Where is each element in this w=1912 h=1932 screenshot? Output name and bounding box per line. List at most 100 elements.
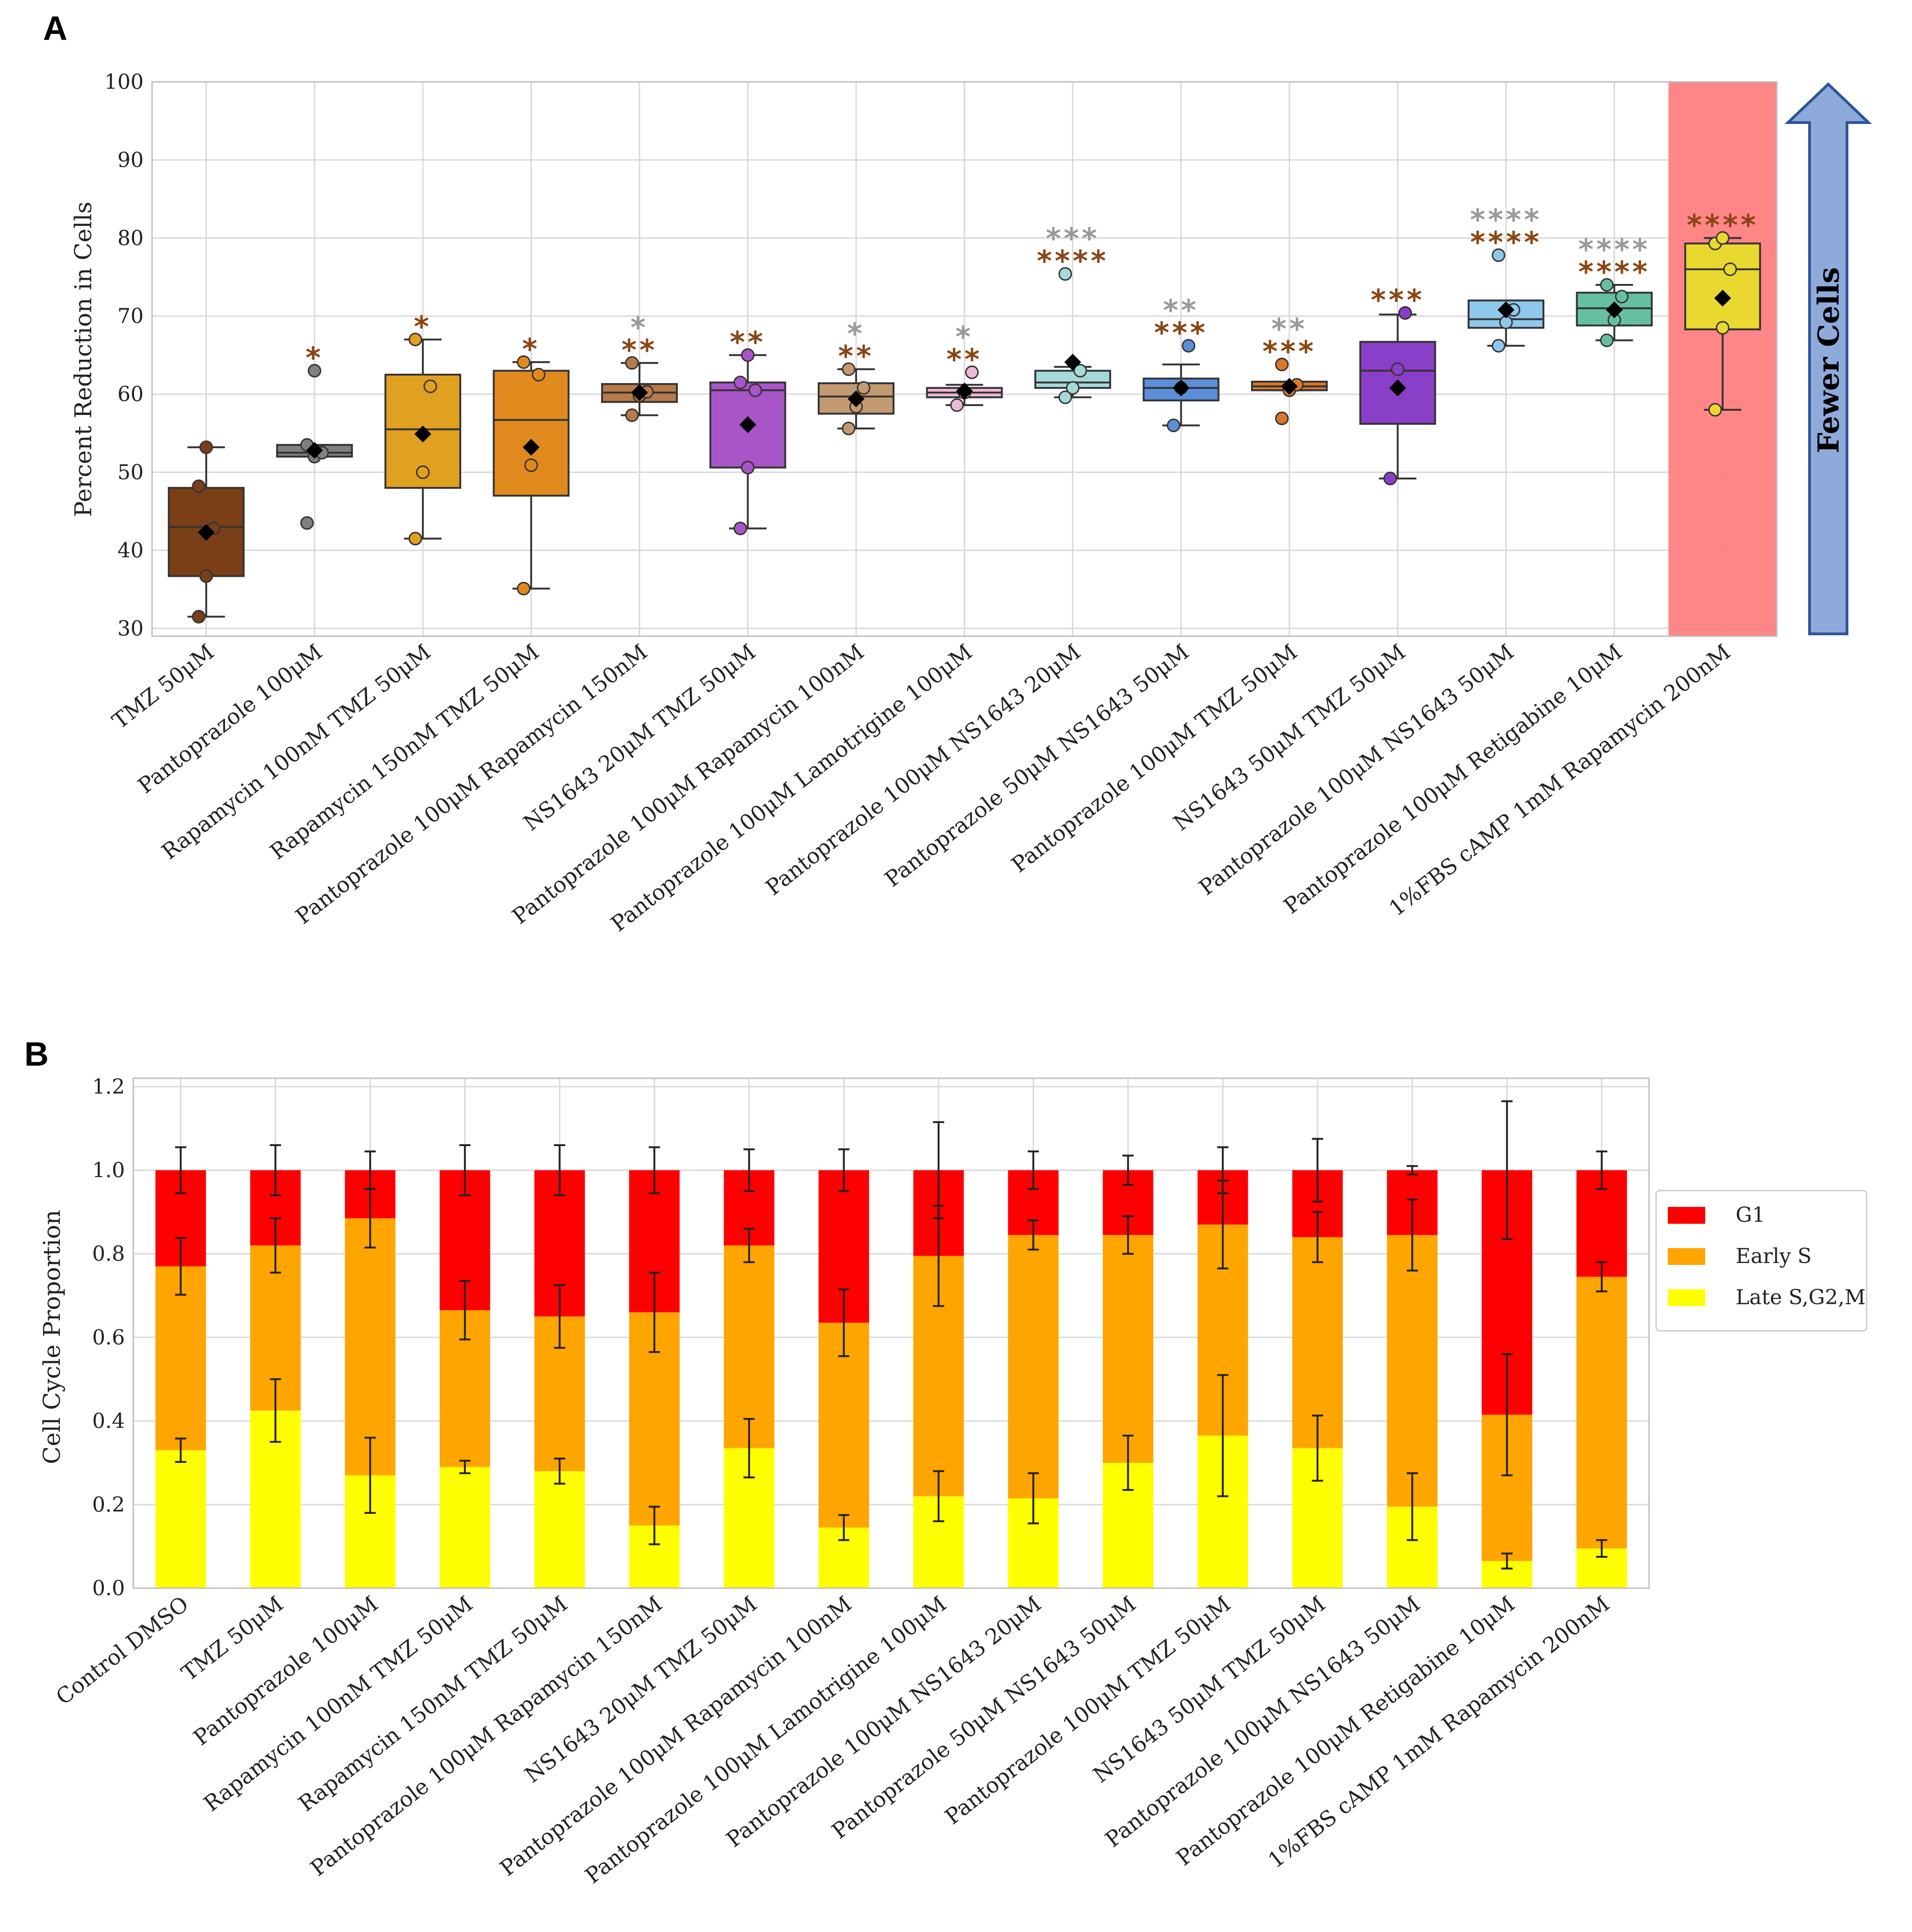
err-g1-0 bbox=[175, 1146, 187, 1194]
err-g1-13 bbox=[1406, 1165, 1418, 1176]
a-ytick-40: 40 bbox=[117, 538, 144, 562]
a-ytick-70: 70 bbox=[117, 305, 144, 328]
sig-brown-8: **** bbox=[1037, 244, 1109, 278]
box-group-12 bbox=[1468, 248, 1545, 353]
b-ytick-1.0: 1.0 bbox=[92, 1159, 125, 1183]
panel-b-letter: B bbox=[24, 1036, 49, 1073]
sig-brown-9: *** bbox=[1154, 316, 1208, 350]
sig-gray-4: * bbox=[631, 311, 648, 345]
data-point bbox=[531, 368, 545, 382]
err-late-s-3 bbox=[459, 1460, 471, 1474]
box bbox=[1684, 242, 1761, 331]
sig-gray-9: ** bbox=[1163, 293, 1199, 327]
sig-gray-8: *** bbox=[1046, 222, 1099, 256]
bar-early-s-6 bbox=[724, 1245, 775, 1448]
box-group-3 bbox=[493, 355, 570, 596]
box-group-7 bbox=[926, 365, 1003, 412]
err-late-s-1 bbox=[269, 1378, 281, 1443]
data-point bbox=[423, 379, 437, 393]
sig-gray-7: * bbox=[955, 320, 973, 354]
mean-marker bbox=[956, 382, 973, 399]
mean-marker bbox=[1064, 354, 1082, 371]
box-group-0 bbox=[167, 440, 245, 624]
data-point bbox=[1058, 267, 1072, 281]
err-early-s-10 bbox=[1122, 1215, 1134, 1255]
mean-marker bbox=[1606, 301, 1623, 319]
legend-swatch-early-s bbox=[1668, 1248, 1705, 1265]
bar-late-s-0 bbox=[155, 1450, 206, 1588]
sig-brown-4: ** bbox=[621, 333, 657, 367]
mean-marker bbox=[739, 416, 756, 433]
b-xlabel-5: Pantoprazole 100μM Rapamycin 150nM bbox=[305, 1591, 667, 1881]
sig-brown-7: ** bbox=[946, 342, 982, 377]
panel-a-boxes bbox=[167, 231, 1761, 624]
a-ytick-60: 60 bbox=[117, 383, 144, 407]
mean-marker bbox=[631, 384, 648, 401]
panel-b-frame bbox=[132, 1077, 1650, 1589]
err-early-s-6 bbox=[743, 1227, 755, 1264]
err-g1-14 bbox=[1501, 1100, 1513, 1240]
box-group-2 bbox=[384, 333, 461, 545]
b-xlabel-2: Pantoprazole 100μM bbox=[189, 1591, 383, 1750]
box-group-11 bbox=[1359, 306, 1436, 486]
err-g1-10 bbox=[1122, 1155, 1134, 1186]
mean-marker bbox=[1281, 378, 1298, 395]
legend-label-g1: G1 bbox=[1736, 1203, 1765, 1227]
sig-gray-13: **** bbox=[1578, 232, 1650, 267]
panel-b-legend: G1 Early S Late S,G2,M bbox=[1655, 1190, 1868, 1332]
data-point bbox=[1600, 333, 1614, 347]
data-point bbox=[408, 333, 422, 347]
err-late-s-5 bbox=[648, 1505, 660, 1546]
b-ytick-1.2: 1.2 bbox=[92, 1075, 125, 1099]
mean-marker bbox=[197, 524, 215, 541]
data-point bbox=[199, 569, 213, 583]
data-point bbox=[950, 398, 964, 412]
panel-a-significance: *** *** ** ********************************… bbox=[305, 203, 1756, 377]
sig-brown-2: * bbox=[414, 310, 432, 344]
err-early-s-5 bbox=[648, 1271, 660, 1353]
data-point bbox=[1708, 403, 1722, 417]
panel-b-y-axis-label: Cell Cycle Proportion bbox=[38, 1210, 65, 1464]
sig-brown-3: * bbox=[522, 332, 540, 366]
data-point bbox=[199, 440, 213, 454]
err-early-s-0 bbox=[175, 1237, 187, 1296]
a-ytick-50: 50 bbox=[117, 461, 144, 485]
data-point bbox=[1615, 290, 1629, 304]
err-g1-11 bbox=[1217, 1146, 1229, 1194]
err-g1-4 bbox=[554, 1144, 566, 1197]
bar-early-s-0 bbox=[155, 1266, 206, 1451]
bar-early-s-12 bbox=[1292, 1237, 1343, 1448]
mean-marker bbox=[523, 439, 540, 456]
data-point bbox=[1491, 339, 1505, 353]
bar-late-s-4 bbox=[534, 1471, 585, 1588]
data-point bbox=[1600, 278, 1614, 292]
sig-brown-1: * bbox=[305, 341, 323, 375]
err-g1-5 bbox=[648, 1146, 660, 1194]
err-early-s-14 bbox=[1501, 1353, 1513, 1476]
a-xlabel-0: TMZ 50μM bbox=[107, 639, 218, 734]
err-g1-7 bbox=[838, 1148, 850, 1192]
err-late-s-10 bbox=[1122, 1434, 1134, 1491]
legend-frame bbox=[1655, 1190, 1868, 1332]
bar-early-s-15 bbox=[1576, 1277, 1627, 1549]
data-point bbox=[300, 516, 314, 530]
box-group-10 bbox=[1251, 357, 1328, 425]
panel-b-y-ticks: 0.0 0.2 0.4 0.6 0.8 1.0 1.2 bbox=[92, 1075, 125, 1600]
err-late-s-2 bbox=[364, 1437, 376, 1514]
box-group-9 bbox=[1142, 339, 1220, 432]
legend-label-late-s: Late S,G2,M bbox=[1736, 1286, 1866, 1309]
b-xlabel-7: Pantoprazole 100μM Rapamycin 100nM bbox=[495, 1591, 856, 1881]
a-xlabel-7: Pantoprazole 100μM Lamotrigine 100μM bbox=[606, 639, 977, 937]
data-point bbox=[748, 383, 762, 397]
err-late-s-6 bbox=[743, 1418, 755, 1479]
box bbox=[493, 370, 570, 497]
data-point bbox=[192, 479, 206, 494]
err-g1-1 bbox=[269, 1144, 281, 1197]
data-point bbox=[408, 531, 422, 545]
err-g1-15 bbox=[1596, 1150, 1607, 1190]
arrow-shape bbox=[1784, 82, 1872, 635]
b-ytick-0.0: 0.0 bbox=[92, 1576, 125, 1600]
err-late-s-8 bbox=[933, 1470, 945, 1523]
